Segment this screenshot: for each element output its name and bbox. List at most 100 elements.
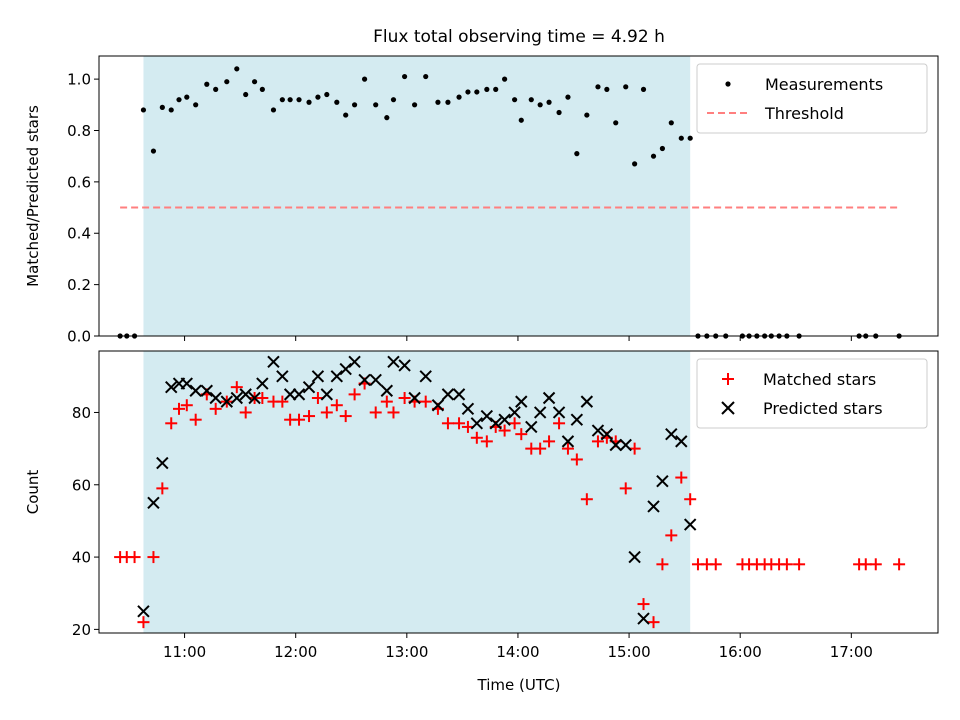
y-tick-label: 0.4 xyxy=(67,225,91,243)
legend-predicted-label: Predicted stars xyxy=(763,399,883,418)
legend-matched-label: Matched stars xyxy=(763,370,876,389)
predicted-star-point xyxy=(156,456,169,470)
x-tick-label: 15:00 xyxy=(607,643,650,661)
predicted-star-point xyxy=(292,388,306,401)
measurement-point xyxy=(168,107,174,113)
y-tick-label: 0.8 xyxy=(67,122,91,140)
matched-star-point xyxy=(147,551,160,564)
measurement-point xyxy=(574,151,580,157)
matched-star-point xyxy=(293,413,306,426)
measurement-point xyxy=(334,99,340,105)
measurement-point xyxy=(640,86,647,92)
predicted-star-point xyxy=(348,355,361,369)
measurement-point xyxy=(537,102,543,108)
predicted-star-point xyxy=(220,395,234,408)
matched-star-point xyxy=(709,558,722,571)
matched-star-point xyxy=(553,417,566,430)
predicted-star-point xyxy=(209,391,222,405)
measurement-point xyxy=(556,109,562,116)
measurement-point xyxy=(351,102,358,108)
x-tick-label: 12:00 xyxy=(274,643,317,661)
matched-star-point xyxy=(684,493,697,506)
matched-star-point xyxy=(665,529,678,542)
measurement-point xyxy=(435,99,441,105)
matched-star-point xyxy=(320,406,333,419)
measurement-point xyxy=(373,102,379,108)
measurement-point xyxy=(493,86,499,92)
predicted-star-point xyxy=(628,550,641,564)
top-legend-box xyxy=(696,63,928,134)
matched-star-point xyxy=(256,392,269,404)
measurement-point xyxy=(270,107,277,113)
measurement-point xyxy=(650,153,657,159)
matched-star-point xyxy=(441,417,454,430)
predicted-star-point xyxy=(498,413,511,426)
predicted-star-point xyxy=(647,500,660,513)
matched-star-point xyxy=(869,558,882,571)
predicted-star-point xyxy=(452,388,466,401)
predicted-star-point xyxy=(619,438,632,452)
predicted-star-point xyxy=(339,362,352,376)
matched-star-point xyxy=(339,410,352,423)
x-tick-label: 17:00 xyxy=(830,643,873,661)
matched-star-point xyxy=(498,424,511,437)
matched-star-point xyxy=(369,406,382,419)
predicted-stars-points xyxy=(137,355,697,625)
matched-star-point xyxy=(647,616,660,629)
matched-star-point xyxy=(330,399,343,412)
predicted-star-point xyxy=(408,391,421,405)
measurement-point xyxy=(474,89,480,95)
measurement-point xyxy=(423,73,429,80)
predicted-star-point xyxy=(561,435,575,448)
matched-star-point xyxy=(303,410,316,423)
predicted-star-point xyxy=(248,391,261,405)
matched-star-point xyxy=(230,381,243,394)
y-tick-label: 1.0 xyxy=(67,71,91,89)
predicted-star-point xyxy=(387,355,400,369)
x-tick-label: 14:00 xyxy=(496,643,539,661)
top-legend: Measurements Threshold xyxy=(696,63,928,134)
measurement-point xyxy=(184,94,190,100)
matched-star-point xyxy=(348,388,361,401)
matched-star-point xyxy=(656,558,669,571)
observing-window-shade xyxy=(143,351,691,633)
y-tick-label: 0.6 xyxy=(67,173,91,191)
measurement-point xyxy=(456,94,462,100)
measurement-point xyxy=(243,91,249,98)
measurement-point xyxy=(595,84,601,90)
measurement-point xyxy=(584,112,590,118)
matched-star-point xyxy=(189,413,202,426)
y-tick-label: 0.2 xyxy=(67,276,91,294)
bottom-legend: Matched stars Predicted stars xyxy=(696,358,928,429)
predicted-star-point xyxy=(552,406,566,419)
measurement-point xyxy=(234,66,240,72)
predicted-star-point xyxy=(525,420,538,434)
matched-star-point xyxy=(380,395,393,408)
matched-star-point xyxy=(793,558,806,571)
top-y-axis-label: Matched/Predicted stars xyxy=(24,105,42,287)
predicted-star-point xyxy=(276,370,289,383)
x-tick-label: 13:00 xyxy=(385,643,428,661)
legend-measurements-marker xyxy=(725,81,731,87)
predicted-star-point xyxy=(580,395,594,408)
predicted-star-point xyxy=(311,370,325,383)
predicted-star-point xyxy=(431,399,445,412)
matched-star-point xyxy=(675,471,688,484)
measurement-point xyxy=(546,99,552,105)
measurement-point xyxy=(465,89,471,95)
matched-star-point xyxy=(165,417,178,430)
predicted-star-point xyxy=(683,518,697,531)
matched-star-point xyxy=(419,395,432,408)
predicted-star-point xyxy=(380,384,394,397)
matched-star-point xyxy=(591,435,604,448)
measurement-point xyxy=(159,104,165,110)
measurement-point xyxy=(528,97,534,103)
matched-star-point xyxy=(780,558,793,571)
measurement-point xyxy=(411,102,418,108)
predicted-star-point xyxy=(180,377,193,390)
y-tick-label: 80 xyxy=(72,404,91,422)
predicted-star-point xyxy=(330,370,344,383)
measurement-point xyxy=(251,79,258,85)
legend-matched-marker xyxy=(722,373,734,385)
